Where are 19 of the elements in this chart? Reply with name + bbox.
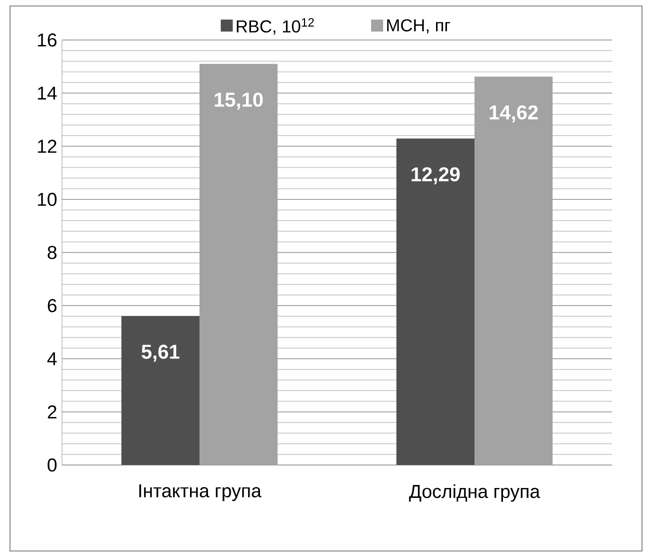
bar	[121, 316, 200, 465]
y-tick-label: 12	[38, 140, 56, 153]
data-label: 5,61	[142, 344, 180, 362]
y-tick-label: 14	[38, 86, 57, 100]
bar	[396, 138, 474, 465]
data-label: 14,62	[490, 105, 538, 122]
legend-label: RBC, 10$^{12}$	[236, 18, 314, 35]
y-tick-label: 2	[48, 405, 56, 418]
y-tick-label: 16	[38, 33, 56, 47]
x-tick-label: Дослідна група	[409, 484, 540, 502]
x-tick-label: Інтактна група	[139, 484, 262, 502]
data-label: 15,10	[214, 92, 263, 110]
y-tick-label: 8	[48, 246, 56, 260]
legend-label: MCH, пг	[387, 19, 450, 34]
y-tick-label: 4	[47, 352, 57, 366]
y-tick-label: 0	[48, 458, 57, 472]
data-label: 12,29	[412, 167, 460, 184]
y-tick-label: 10	[38, 192, 57, 206]
y-tick-label: 6	[48, 298, 56, 312]
